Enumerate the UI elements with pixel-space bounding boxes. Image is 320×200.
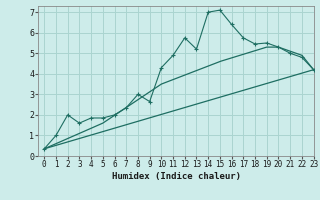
X-axis label: Humidex (Indice chaleur): Humidex (Indice chaleur) <box>111 172 241 181</box>
